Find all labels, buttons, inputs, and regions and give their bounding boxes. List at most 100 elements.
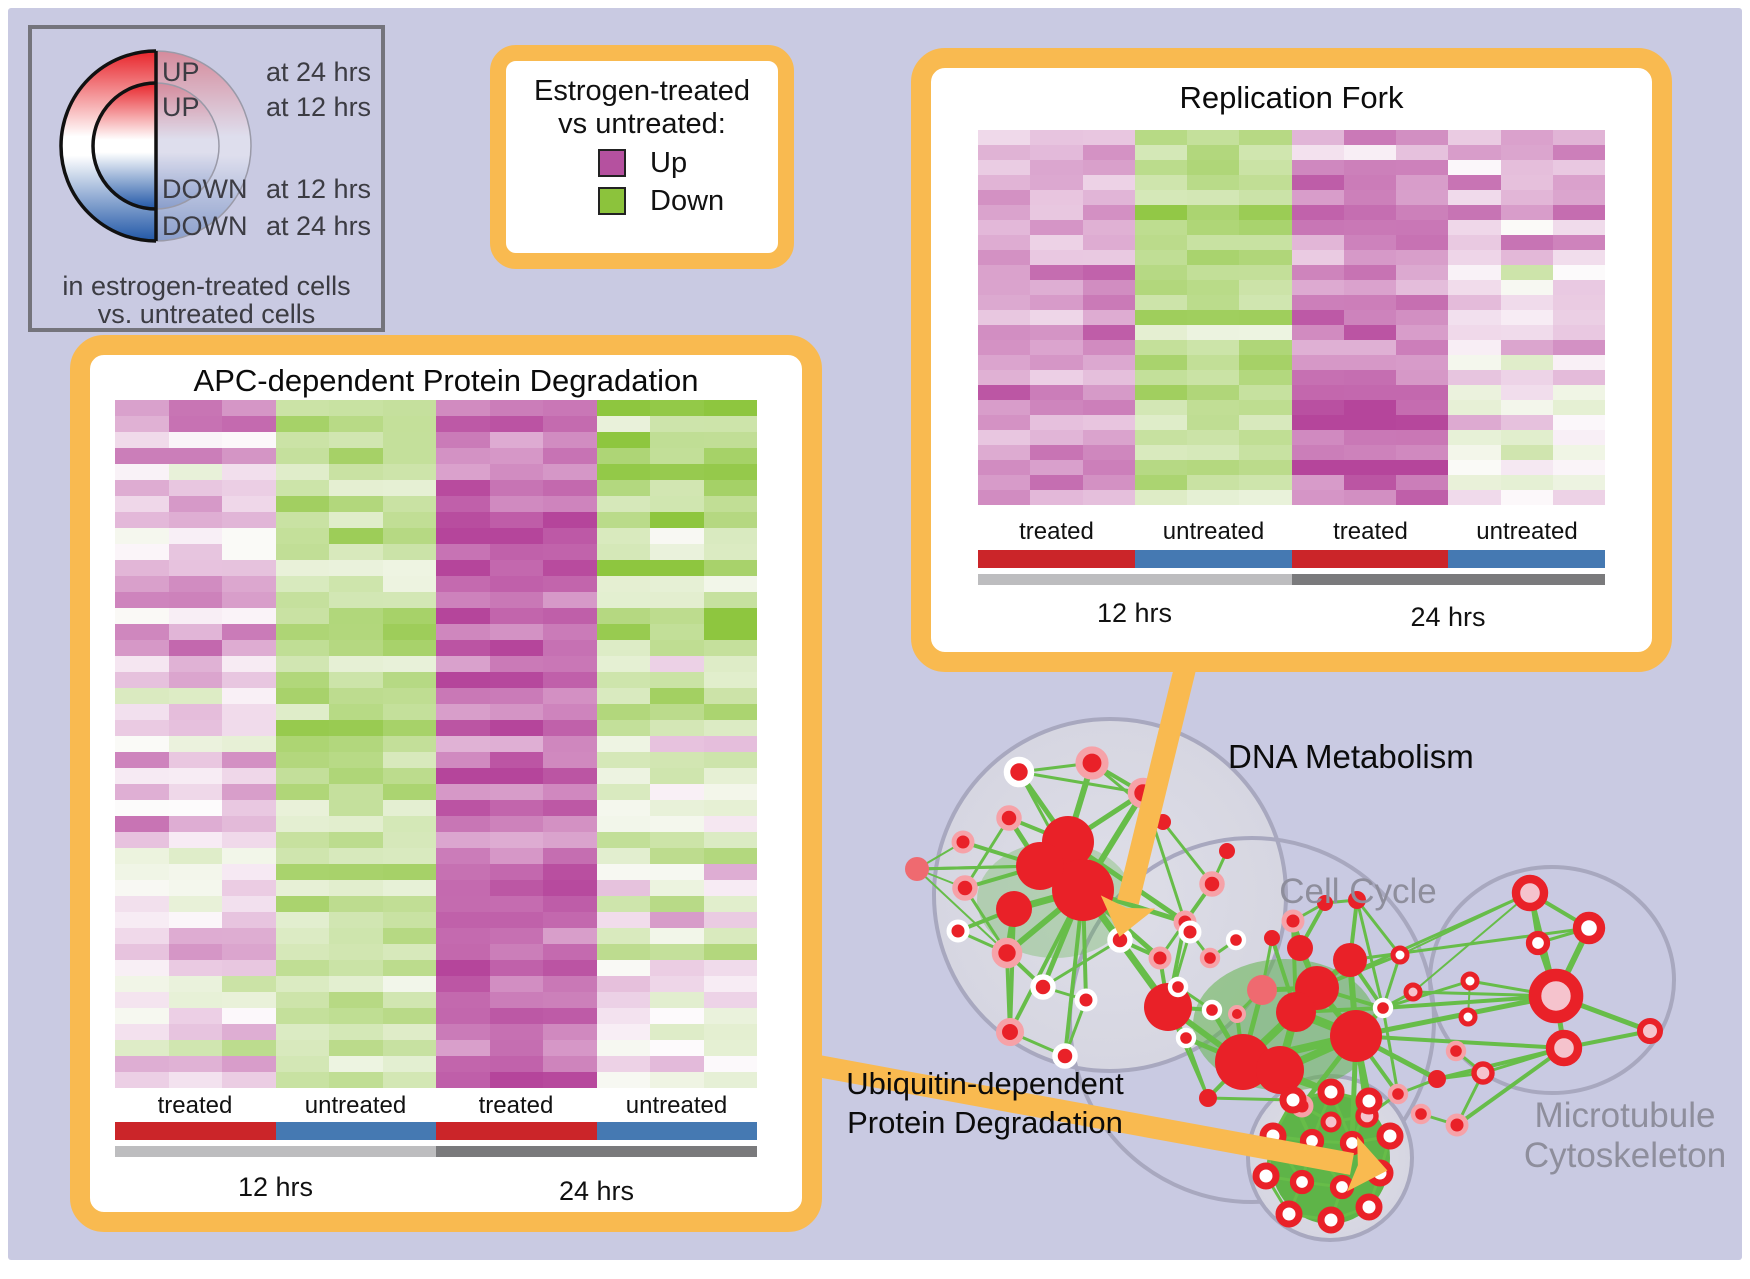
heatmap-cell bbox=[543, 688, 597, 704]
heatmap-cell bbox=[703, 912, 757, 928]
apc-group-label-4: untreated bbox=[625, 1092, 728, 1119]
heatmap-cell bbox=[436, 1072, 490, 1088]
flow-arrow-head bbox=[1346, 1136, 1388, 1192]
heatmap-row bbox=[115, 1024, 757, 1040]
heatmap-row bbox=[115, 976, 757, 992]
heatmap-cell bbox=[382, 688, 436, 704]
heatmap-cell bbox=[222, 1072, 276, 1088]
heatmap-cell bbox=[1134, 415, 1187, 430]
heatmap-cell bbox=[1552, 340, 1605, 355]
network-node bbox=[1199, 1089, 1217, 1107]
heatmap-cell bbox=[168, 912, 222, 928]
heatmap-cell bbox=[1448, 175, 1501, 190]
heatmap-cell bbox=[1030, 250, 1083, 265]
heatmap-cell bbox=[1187, 415, 1240, 430]
heatmap-cell bbox=[1448, 460, 1501, 475]
heatmap-cell bbox=[436, 752, 490, 768]
heatmap-cell bbox=[1448, 130, 1501, 145]
heatmap-cell bbox=[650, 544, 704, 560]
heatmap-cell bbox=[1239, 220, 1292, 235]
heatmap-cell bbox=[329, 960, 383, 976]
heatmap-cell bbox=[222, 848, 276, 864]
network-node bbox=[1256, 1046, 1304, 1094]
heatmap-cell bbox=[543, 880, 597, 896]
heatmap-cell bbox=[650, 1072, 704, 1088]
heatmap-cell bbox=[222, 944, 276, 960]
heatmap-cell bbox=[489, 1024, 543, 1040]
heatmap-cell bbox=[1500, 355, 1553, 370]
heatmap-row bbox=[115, 640, 757, 656]
heatmap-cell bbox=[978, 325, 1031, 340]
microtubule-cytoskeleton-label: Microtubule Cytoskeleton bbox=[1524, 1096, 1726, 1176]
heatmap-cell bbox=[1030, 310, 1083, 325]
heatmap-cell bbox=[329, 464, 383, 480]
heatmap-cell bbox=[222, 832, 276, 848]
scale-footer-2: vs. untreated cells bbox=[97, 299, 316, 329]
heatmap-cell bbox=[1030, 340, 1083, 355]
heatmap-cell bbox=[382, 848, 436, 864]
network-node bbox=[1148, 946, 1172, 970]
heatmap-cell bbox=[382, 704, 436, 720]
heatmap-cell bbox=[329, 688, 383, 704]
heatmap-cell bbox=[275, 496, 329, 512]
heatmap-row bbox=[978, 280, 1605, 295]
heatmap-cell bbox=[650, 960, 704, 976]
heatmap-cell bbox=[1448, 145, 1501, 160]
heatmap-cell bbox=[168, 560, 222, 576]
heatmap-cell bbox=[1291, 310, 1344, 325]
heatmap-row bbox=[115, 768, 757, 784]
heatmap-cell bbox=[703, 528, 757, 544]
heatmap-cell bbox=[650, 560, 704, 576]
heatmap-cell bbox=[168, 512, 222, 528]
heatmap-cell bbox=[222, 784, 276, 800]
heatmap-row bbox=[115, 752, 757, 768]
heatmap-cell bbox=[1239, 160, 1292, 175]
heatmap-cell bbox=[1343, 175, 1396, 190]
heatmap-cell bbox=[1343, 130, 1396, 145]
heatmap-cell bbox=[703, 640, 757, 656]
heatmap-cell bbox=[382, 672, 436, 688]
heatmap-row bbox=[115, 784, 757, 800]
network-edge bbox=[1355, 899, 1402, 956]
heatmap-cell bbox=[596, 896, 650, 912]
heatmap-cell bbox=[168, 768, 222, 784]
heatmap-cell bbox=[222, 736, 276, 752]
heatmap-cell bbox=[168, 592, 222, 608]
heatmap-cell bbox=[168, 864, 222, 880]
heatmap-cell bbox=[1030, 130, 1083, 145]
heatmap-cell bbox=[436, 768, 490, 784]
heatmap-cell bbox=[1082, 310, 1135, 325]
heatmap-cell bbox=[596, 912, 650, 928]
heatmap-cell bbox=[1187, 265, 1240, 280]
heatmap-cell bbox=[650, 592, 704, 608]
heatmap-cell bbox=[596, 864, 650, 880]
heatmap-cell bbox=[275, 512, 329, 528]
heatmap-cell bbox=[596, 976, 650, 992]
heatmap-cell bbox=[382, 768, 436, 784]
heatmap-cell bbox=[703, 1024, 757, 1040]
rf-group-label-1: treated bbox=[1019, 518, 1094, 545]
heatmap-cell bbox=[543, 592, 597, 608]
heatmap-cell bbox=[1134, 445, 1187, 460]
heatmap-row bbox=[115, 912, 757, 928]
apc-time-label-24: 24 hrs bbox=[558, 1176, 635, 1206]
heatmap-cell bbox=[650, 848, 704, 864]
heatmap-cell bbox=[222, 448, 276, 464]
heatmap-cell bbox=[1552, 265, 1605, 280]
heatmap-cell bbox=[489, 416, 543, 432]
heatmap-cell bbox=[978, 355, 1031, 370]
heatmap-cell bbox=[1082, 355, 1135, 370]
network-node bbox=[1511, 874, 1549, 912]
network-node bbox=[1445, 1040, 1467, 1062]
heatmap-cell bbox=[543, 784, 597, 800]
heatmap-cell bbox=[703, 464, 757, 480]
heatmap-cell bbox=[703, 864, 757, 880]
heatmap-row bbox=[115, 432, 757, 448]
heatmap-row bbox=[115, 576, 757, 592]
heatmap-cell bbox=[489, 1056, 543, 1072]
heatmap-cell bbox=[596, 672, 650, 688]
network-node bbox=[996, 805, 1022, 831]
heatmap-cell bbox=[115, 992, 169, 1008]
heatmap-cell bbox=[222, 480, 276, 496]
heatmap-cell bbox=[489, 976, 543, 992]
